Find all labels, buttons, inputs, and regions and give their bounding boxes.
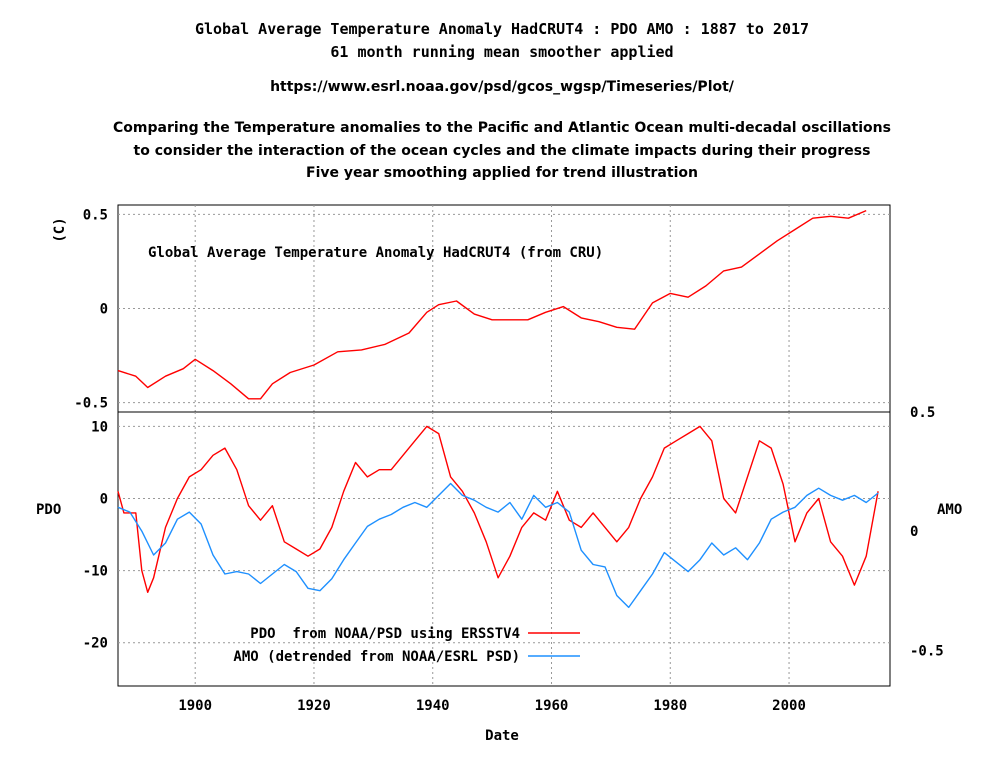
- temp-y-tick-label: 0.5: [83, 207, 108, 223]
- temp-y-tick-label: -0.5: [74, 396, 108, 412]
- legend-label-pdo: PDO from NOAA/PSD using ERSSTV4: [250, 626, 520, 642]
- x-tick-label: 2000: [772, 698, 806, 714]
- chart-title-line2: 61 month running mean smoother applied: [330, 43, 674, 61]
- pdo-amo-panel: 10 0 -10 -20 0.5 0 -0.5 1900 1920 1940 1960 1980 200…: [83, 405, 944, 714]
- description-line2: to consider the interaction of the ocean…: [133, 143, 871, 159]
- x-axis-label: Date: [485, 728, 519, 744]
- legend-label-amo: AMO (detrended from NOAA/ESRL PSD): [233, 649, 520, 665]
- legend: PDO from NOAA/PSD using ERSSTV4 AMO (det…: [233, 626, 580, 665]
- bottom-y2-axis-label: AMO: [937, 502, 962, 518]
- x-tick-label: 1900: [178, 698, 212, 714]
- top-y-axis-label: (C): [52, 217, 68, 242]
- source-url: https://www.esrl.noaa.gov/psd/gcos_wgsp/…: [270, 79, 734, 95]
- x-tick-label: 1960: [535, 698, 569, 714]
- pdo-y-tick-label: -20: [83, 636, 108, 652]
- pdo-amo-frame: [117, 411, 891, 687]
- description-line1: Comparing the Temperature anomalies to t…: [113, 120, 891, 136]
- amo-y-tick-label: 0.5: [910, 405, 935, 421]
- chart-title-line1: Global Average Temperature Anomaly HadCR…: [194, 20, 810, 38]
- bottom-y-axis-label: PDO: [36, 502, 61, 518]
- amo-y-tick-label: -0.5: [910, 643, 944, 659]
- pdo-y-tick-label: -10: [83, 564, 108, 580]
- description-line3: Five year smoothing applied for trend il…: [306, 165, 698, 181]
- amo-line: [117, 482, 879, 609]
- amo-y-tick-label: 0: [910, 524, 918, 540]
- pdo-line: [117, 425, 879, 593]
- x-tick-label: 1940: [416, 698, 450, 714]
- temp-y-tick-label: 0: [100, 302, 108, 318]
- top-panel-label: Global Average Temperature Anomaly HadCR…: [148, 245, 603, 261]
- temperature-line: [117, 209, 867, 400]
- temperature-panel: 0.5 0 -0.5: [74, 204, 891, 413]
- x-tick-label: 1980: [653, 698, 687, 714]
- pdo-y-tick-label: 10: [91, 419, 108, 435]
- pdo-y-tick-label: 0: [100, 492, 108, 508]
- x-tick-label: 1920: [297, 698, 331, 714]
